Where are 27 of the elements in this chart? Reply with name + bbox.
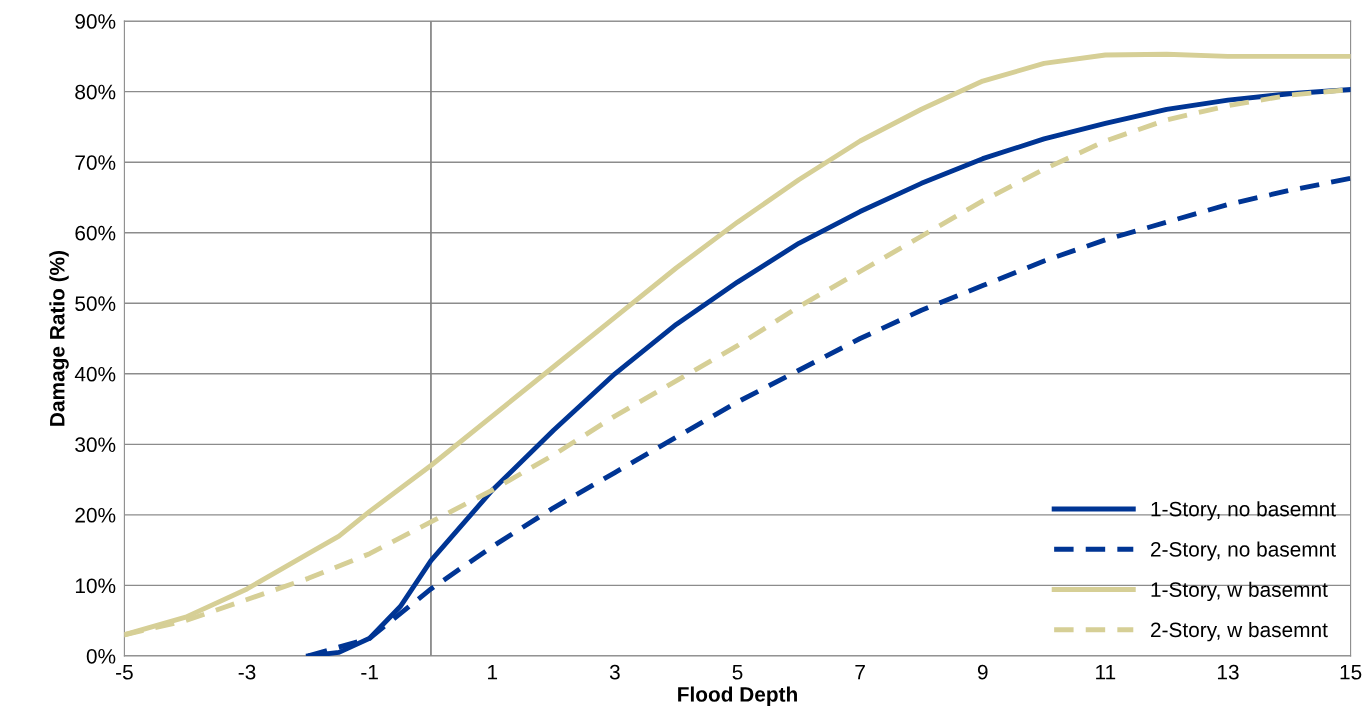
x-tick-label: 1 xyxy=(488,665,498,680)
y-tick-label: 0% xyxy=(86,648,116,664)
x-tick-label: 11 xyxy=(1096,665,1116,680)
x-tick-label: 5 xyxy=(732,665,743,680)
x-tick-label: 9 xyxy=(977,664,988,680)
x-tick-label: 15 xyxy=(1340,665,1362,680)
y-tick-label: 50% xyxy=(75,296,116,312)
y-tick-label: 60% xyxy=(75,225,116,241)
y-tick-label: 20% xyxy=(75,507,116,523)
x-tick-label: 13 xyxy=(1217,664,1239,680)
y-axis-title: Damage Ratio (%) xyxy=(49,251,69,426)
legend-label: 1-Story, no basemnt xyxy=(1151,501,1336,521)
x-axis-title: Flood Depth xyxy=(678,686,797,706)
x-tick-label: 3 xyxy=(609,664,620,680)
y-tick-label: 30% xyxy=(75,437,116,453)
x-tick-label: 7 xyxy=(855,665,865,680)
x-tick-label: -1 xyxy=(361,665,378,680)
y-tick-label: 90% xyxy=(75,14,116,29)
legend-label: 2-Story, w basemnt xyxy=(1151,621,1328,642)
y-tick-label: 70% xyxy=(75,155,116,170)
legend-label: 2-Story, no basemnt xyxy=(1151,541,1336,561)
y-tick-label: 40% xyxy=(74,366,116,382)
x-tick-label: -3 xyxy=(238,664,256,680)
x-tick-label: -5 xyxy=(116,665,133,680)
y-tick-label: 10% xyxy=(75,578,116,594)
y-tick-label: 80% xyxy=(75,84,116,100)
legend-label: 1-Story, w basemnt xyxy=(1151,581,1328,602)
